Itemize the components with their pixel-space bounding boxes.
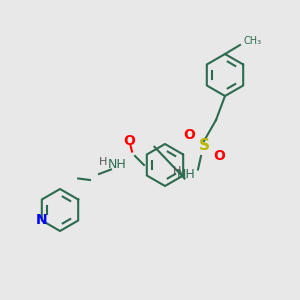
Text: NH: NH [108, 158, 126, 172]
Text: CH₃: CH₃ [243, 35, 261, 46]
Text: N: N [35, 214, 47, 227]
Text: S: S [199, 138, 209, 153]
Text: H: H [99, 157, 108, 167]
Text: O: O [123, 134, 135, 148]
Text: O: O [183, 128, 195, 142]
Text: O: O [213, 149, 225, 163]
Text: NH: NH [177, 167, 195, 181]
Text: H: H [173, 166, 181, 176]
